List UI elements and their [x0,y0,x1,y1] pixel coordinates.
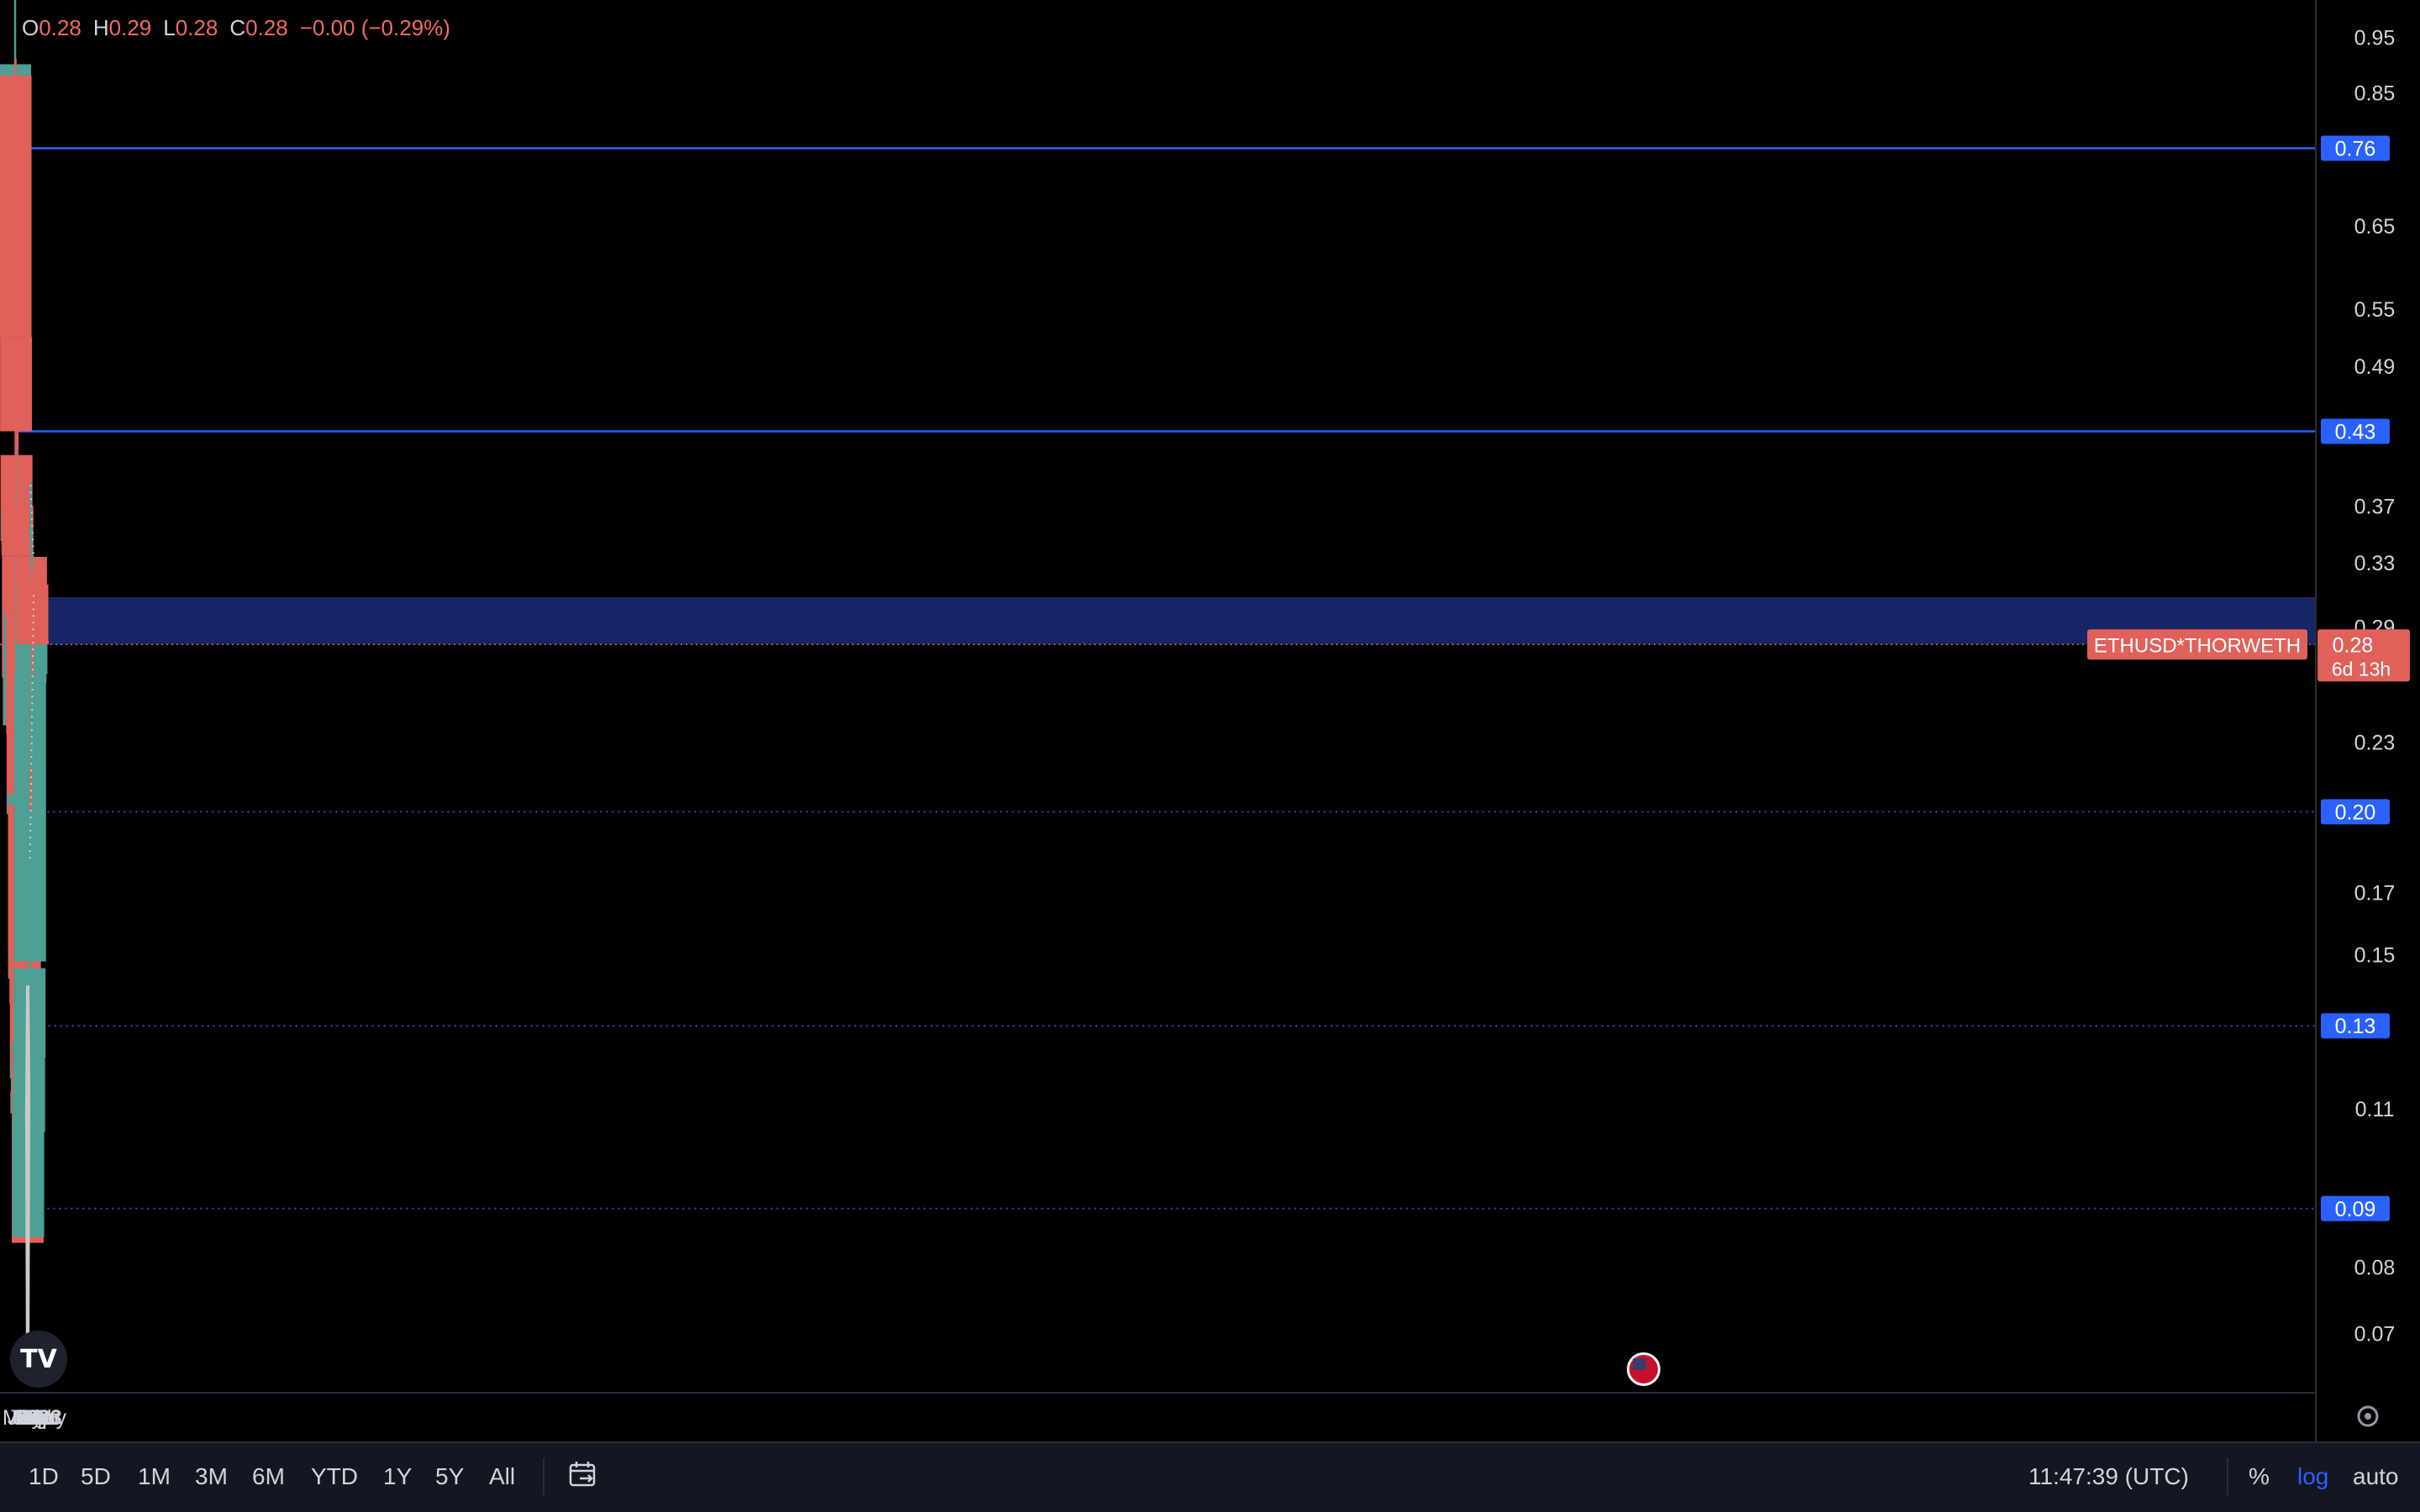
trendline-dotted [29,485,34,559]
zone-rect [15,596,2316,645]
range-1m-button[interactable]: 1M [138,1463,171,1489]
range-all-button[interactable]: All [489,1463,516,1489]
tradingview-logo-icon[interactable]: TV [10,1331,67,1388]
price-chart[interactable]: 1.100.950.850.650.550.490.370.330.290.23… [0,0,2420,1441]
price-tick-label: 0.95 [2354,27,2396,50]
bottom-toolbar: 1D 5D 1M 3M 6M YTD 1Y 5Y All 11:47:39 (U… [0,1441,2420,1512]
time-tick-label: Dec [18,1406,55,1430]
chart-background [0,0,2420,1441]
price-label-bg [2321,1195,2390,1221]
low-label: L [163,15,176,40]
price-tick-label: 0.15 [2354,944,2396,968]
price-label-bg [2321,418,2390,444]
time-tick-label: Jul [13,1406,39,1430]
time-tick-label: Feb [23,1406,59,1430]
time-tick-label: Sep [12,1406,49,1430]
us-flag-icon[interactable] [1627,1352,1660,1386]
time-tick-label: Nov [16,1406,54,1430]
price-tick-label: 0.85 [2354,81,2396,105]
time-tick-label: Oct [16,1406,49,1430]
price-label-bg [2321,1013,2390,1039]
price-label-text: 0.09 [2335,1198,2376,1221]
time-tick-label: Apr [29,1406,61,1430]
price-label-bg [2321,135,2390,161]
time-tick-label: Mar [24,1406,60,1430]
price-label-text: 0.20 [2335,801,2376,824]
close-label: C [229,15,246,40]
price-tick-label: 0.23 [2354,732,2396,755]
zones-layer [15,596,2316,699]
price-tick-label: 0.37 [2354,495,2396,518]
calendar-goto-icon[interactable] [568,1460,598,1488]
range-3m-button[interactable]: 3M [195,1463,228,1489]
open-label: O [22,15,39,40]
change-value: −0.00 (−0.29%) [299,15,450,40]
range-5y-button[interactable]: 5Y [435,1463,465,1489]
price-label-bg [2321,799,2390,825]
price-tick-label: 0.17 [2354,882,2396,906]
time-tick-label: 2023 [15,1406,62,1430]
countdown-text: 6d 13h [2332,658,2391,680]
price-tick-label: 0.65 [2354,215,2396,239]
range-1y-button[interactable]: 1Y [383,1463,413,1489]
ohlc-legend: O0.28 H0.29 L0.28 C0.28 −0.00 (−0.29%) [22,15,450,41]
time-tick-label: May [27,1406,67,1430]
range-6m-button[interactable]: 6M [252,1463,285,1489]
symbol-tag-bg [2087,629,2307,660]
auto-scale-button[interactable]: auto [2353,1463,2399,1489]
toolbar-divider [543,1458,544,1495]
price-label-text: 0.76 [2335,138,2376,161]
time-tick-label: May [3,1406,43,1430]
high-label: H [92,15,109,40]
candle-body [0,75,32,338]
range-5d-button[interactable]: 5D [81,1463,111,1489]
time-tick-label: Aug [10,1406,47,1430]
settings-gear-icon[interactable] [2357,1405,2379,1427]
candle-body [0,337,33,432]
diamond-pattern [24,985,31,1378]
last-price-text: 0.28 [2333,633,2374,657]
high-value: 0.29 [108,15,152,40]
toolbar-divider [2227,1458,2228,1495]
time-tick-label: Jun [8,1406,41,1430]
last-price-tag-bg [2317,629,2410,682]
price-tick-label: 0.08 [2354,1256,2396,1279]
low-value: 0.28 [175,15,218,40]
percent-scale-button[interactable]: % [2249,1463,2270,1489]
price-tick-label: 0.07 [2354,1323,2396,1347]
price-label-text: 0.43 [2335,420,2376,444]
open-value: 0.28 [39,15,82,40]
levels-layer [0,147,2316,1210]
clock-timezone[interactable]: 11:47:39 (UTC) [2028,1463,2189,1489]
price-tick-label: 0.11 [2355,1098,2395,1121]
log-scale-button[interactable]: log [2297,1463,2329,1489]
price-tick-label: 0.49 [2354,355,2396,379]
price-tick-label: 0.33 [2354,552,2396,575]
close-value: 0.28 [245,15,288,40]
range-ytd-button[interactable]: YTD [311,1463,358,1489]
drawings-layer [24,485,35,1378]
symbol-tag-text: ETHUSD*THORWETH [2094,634,2301,657]
price-label-text: 0.13 [2335,1015,2376,1038]
price-tick-label: 0.55 [2354,298,2396,322]
range-1d-button[interactable]: 1D [29,1463,59,1489]
